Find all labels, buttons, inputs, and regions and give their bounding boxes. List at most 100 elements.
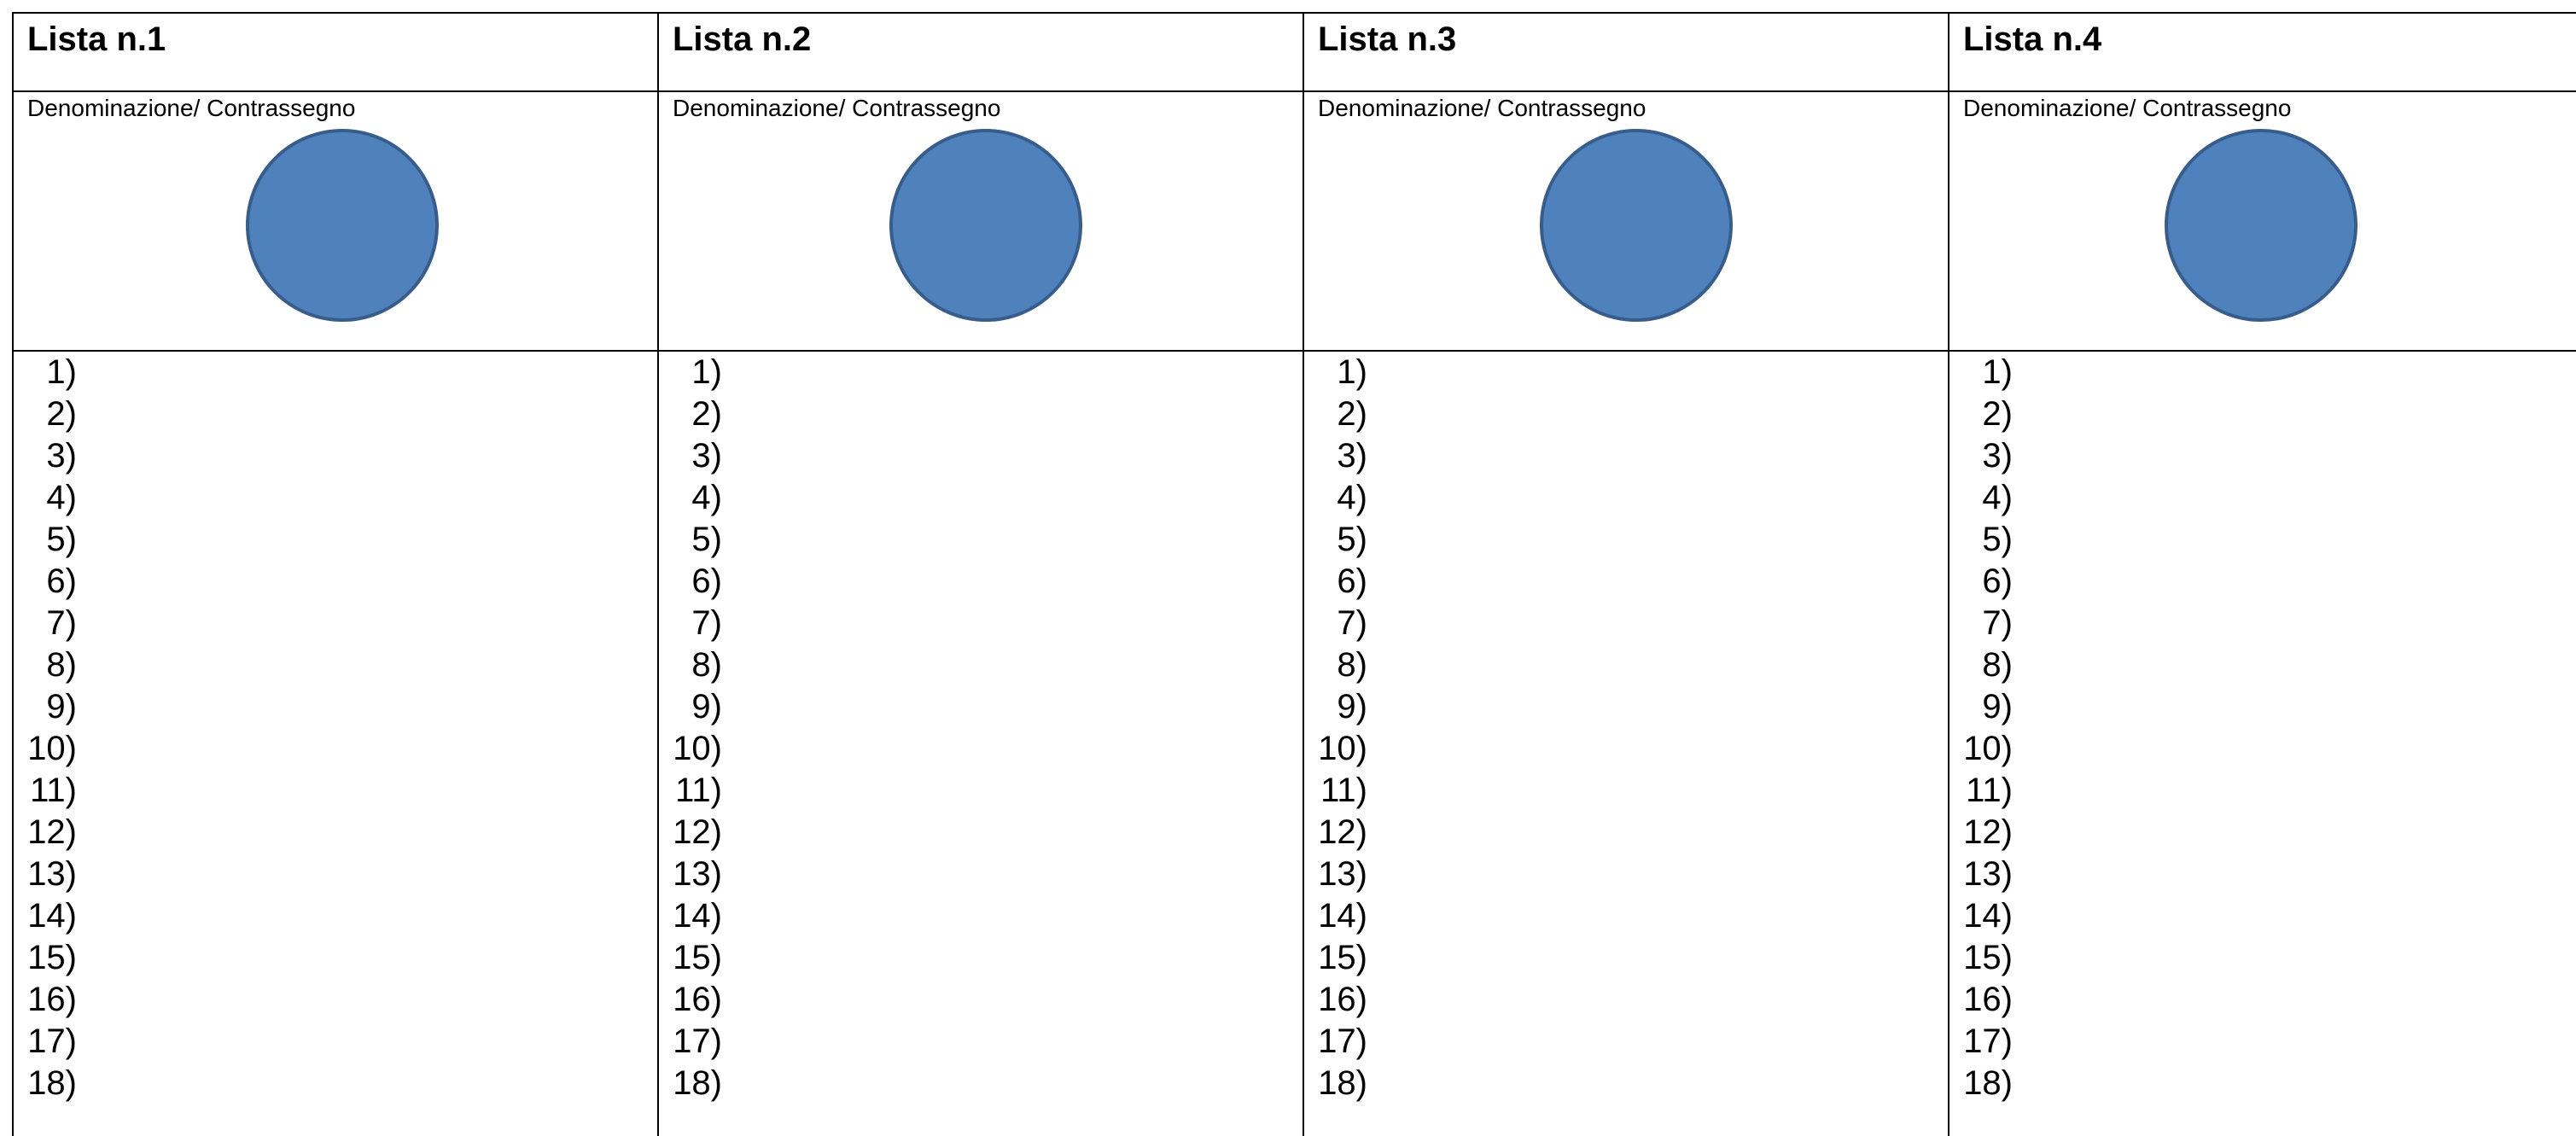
candidate-entry: 13)	[673, 855, 722, 893]
ballot-table: Lista n.1 Denominazione/ Contrassegno 1)…	[12, 12, 2576, 1136]
candidate-entry: 15)	[1963, 939, 2013, 976]
candidate-entry: 6)	[1982, 562, 2013, 600]
candidate-entry: 18)	[1318, 1064, 1367, 1102]
candidate-entry: 17)	[1963, 1022, 2013, 1060]
candidate-entry: 1)	[46, 353, 77, 391]
candidate-entry: 18)	[1963, 1064, 2013, 1102]
candidate-entry: 13)	[1963, 855, 2013, 893]
candidate-entry: 9)	[1982, 688, 2013, 725]
candidate-entry: 8)	[1337, 646, 1367, 684]
candidate-entry: 1)	[691, 353, 722, 391]
candidate-entry: 10)	[673, 730, 722, 767]
candidate-entry: 15)	[1318, 939, 1367, 976]
column-divider	[1303, 12, 1304, 1136]
candidate-entry: 5)	[691, 521, 722, 558]
list-column-1: Lista n.1 Denominazione/ Contrassegno 1)…	[14, 12, 657, 1136]
list-title: Lista n.3	[1318, 20, 1457, 58]
candidate-entry: 9)	[46, 688, 77, 725]
party-symbol-circle	[246, 129, 439, 322]
logo-label: Denominazione/ Contrassegno	[1963, 95, 2292, 121]
candidate-entry: 16)	[1318, 981, 1367, 1018]
candidate-entry: 17)	[673, 1022, 722, 1060]
candidate-entry: 2)	[691, 395, 722, 433]
candidate-entry: 17)	[1318, 1022, 1367, 1060]
party-symbol-circle	[1540, 129, 1733, 322]
candidate-entry: 18)	[673, 1064, 722, 1102]
list-column-4: Lista n.4 Denominazione/ Contrassegno 1)…	[1949, 12, 2576, 1136]
party-symbol-circle	[2165, 129, 2357, 322]
candidate-entry: 14)	[673, 897, 722, 935]
candidate-entry: 3)	[1982, 437, 2013, 475]
candidate-entry: 10)	[1963, 730, 2013, 767]
candidate-entry: 16)	[673, 981, 722, 1018]
candidate-entry: 3)	[691, 437, 722, 475]
logo-label: Denominazione/ Contrassegno	[27, 95, 356, 121]
candidate-entry: 11)	[1320, 772, 1367, 809]
candidate-entry: 14)	[27, 897, 77, 935]
candidate-entry: 4)	[1337, 479, 1367, 516]
candidate-entry: 2)	[1982, 395, 2013, 433]
candidate-entry: 12)	[27, 813, 77, 851]
candidate-entry: 16)	[27, 981, 77, 1018]
candidate-entry: 1)	[1337, 353, 1367, 391]
candidate-list: 1) 2) 3) 4) 5) 6) 7) 8) 9) 10) 11) 12) 1…	[1318, 352, 1367, 1104]
list-column-2: Lista n.2 Denominazione/ Contrassegno 1)…	[659, 12, 1303, 1136]
candidate-list: 1) 2) 3) 4) 5) 6) 7) 8) 9) 10) 11) 12) 1…	[1963, 352, 2013, 1104]
list-title: Lista n.4	[1963, 20, 2102, 58]
candidate-entry: 1)	[1982, 353, 2013, 391]
symbol-divider	[12, 350, 2576, 352]
candidate-entry: 11)	[30, 772, 77, 809]
candidate-entry: 10)	[27, 730, 77, 767]
candidate-entry: 5)	[46, 521, 77, 558]
candidate-entry: 13)	[1318, 855, 1367, 893]
candidate-entry: 9)	[1337, 688, 1367, 725]
candidate-entry: 3)	[46, 437, 77, 475]
party-symbol-circle	[889, 129, 1082, 322]
candidate-entry: 11)	[675, 772, 722, 809]
list-column-3: Lista n.3 Denominazione/ Contrassegno 1)…	[1304, 12, 1948, 1136]
candidate-entry: 16)	[1963, 981, 2013, 1018]
candidate-entry: 8)	[1982, 646, 2013, 684]
column-divider	[657, 12, 659, 1136]
candidate-entry: 4)	[1982, 479, 2013, 516]
header-divider	[12, 90, 2576, 92]
candidate-entry: 5)	[1337, 521, 1367, 558]
candidate-entry: 4)	[46, 479, 77, 516]
column-border-left	[12, 12, 14, 1136]
candidate-entry: 9)	[691, 688, 722, 725]
candidate-list: 1) 2) 3) 4) 5) 6) 7) 8) 9) 10) 11) 12) 1…	[27, 352, 77, 1104]
candidate-entry: 14)	[1963, 897, 2013, 935]
candidate-entry: 12)	[673, 813, 722, 851]
list-title: Lista n.2	[673, 20, 812, 58]
candidate-entry: 10)	[1318, 730, 1367, 767]
candidate-entry: 4)	[691, 479, 722, 516]
candidate-entry: 8)	[691, 646, 722, 684]
candidate-entry: 7)	[691, 604, 722, 642]
candidate-entry: 6)	[691, 562, 722, 600]
candidate-entry: 5)	[1982, 521, 2013, 558]
logo-label: Denominazione/ Contrassegno	[1318, 95, 1646, 121]
candidate-entry: 7)	[46, 604, 77, 642]
candidate-entry: 2)	[1337, 395, 1367, 433]
candidate-entry: 17)	[27, 1022, 77, 1060]
candidate-entry: 8)	[46, 646, 77, 684]
candidate-entry: 2)	[46, 395, 77, 433]
logo-label: Denominazione/ Contrassegno	[673, 95, 1001, 121]
candidate-entry: 12)	[1318, 813, 1367, 851]
candidate-entry: 12)	[1963, 813, 2013, 851]
candidate-list: 1) 2) 3) 4) 5) 6) 7) 8) 9) 10) 11) 12) 1…	[673, 352, 722, 1104]
candidate-entry: 18)	[27, 1064, 77, 1102]
candidate-entry: 7)	[1982, 604, 2013, 642]
candidate-entry: 6)	[1337, 562, 1367, 600]
candidate-entry: 7)	[1337, 604, 1367, 642]
candidate-entry: 14)	[1318, 897, 1367, 935]
list-title: Lista n.1	[27, 20, 166, 58]
candidate-entry: 3)	[1337, 437, 1367, 475]
candidate-entry: 11)	[1966, 772, 2013, 809]
candidate-entry: 6)	[46, 562, 77, 600]
candidate-entry: 15)	[673, 939, 722, 976]
candidate-entry: 15)	[27, 939, 77, 976]
column-divider	[1948, 12, 1949, 1136]
candidate-entry: 13)	[27, 855, 77, 893]
table-top-border	[12, 12, 2576, 14]
